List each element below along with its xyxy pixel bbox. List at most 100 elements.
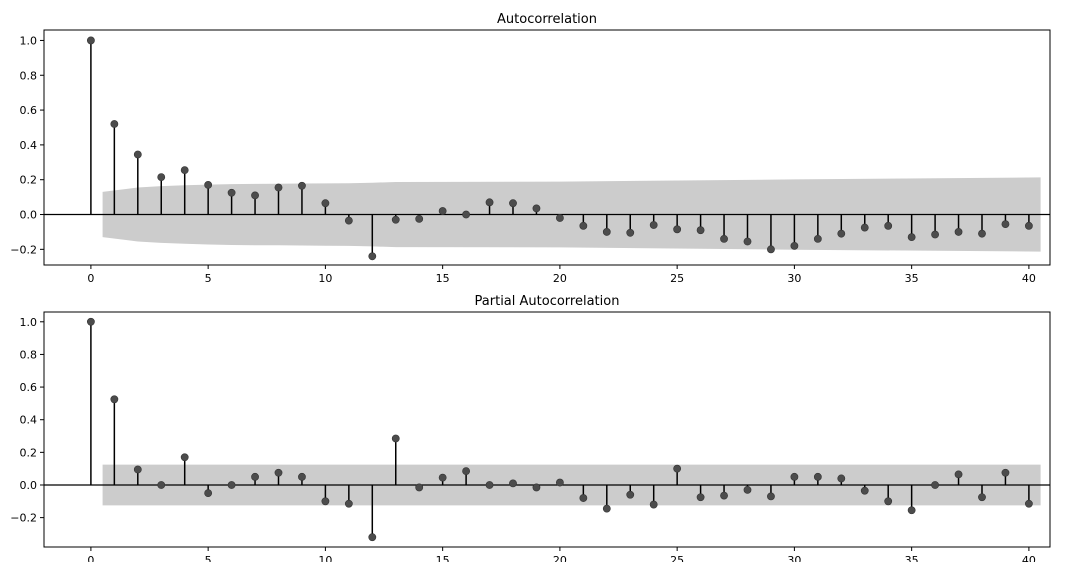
marker-lag-8 — [274, 468, 283, 477]
y-tick-label: 0.0 — [20, 209, 38, 222]
marker-lag-32 — [837, 474, 846, 483]
marker-lag-9 — [298, 472, 306, 481]
y-tick-label: 0.8 — [20, 69, 38, 82]
y-tick-label: 1.0 — [20, 34, 38, 47]
marker-lag-38 — [978, 229, 986, 238]
marker-lag-26 — [696, 226, 705, 235]
marker-lag-4 — [180, 453, 189, 462]
marker-lag-35 — [907, 506, 916, 515]
y-tick-label: 0.0 — [20, 479, 38, 492]
marker-lag-17 — [485, 481, 494, 489]
chart-title: Partial Autocorrelation — [475, 294, 620, 309]
marker-lag-11 — [344, 499, 353, 508]
marker-lag-18 — [509, 199, 517, 208]
marker-lag-23 — [626, 490, 635, 499]
marker-lag-39 — [1001, 220, 1010, 228]
x-tick-label: 35 — [905, 272, 919, 285]
marker-lag-21 — [579, 221, 588, 230]
x-tick-label: 5 — [205, 554, 212, 562]
x-tick-label: 15 — [436, 272, 450, 285]
marker-lag-26 — [696, 493, 705, 502]
marker-lag-11 — [344, 216, 353, 225]
marker-lag-20 — [555, 214, 564, 222]
x-tick-label: 10 — [318, 554, 332, 562]
marker-lag-18 — [509, 479, 517, 488]
y-tick-label: 0.2 — [20, 174, 38, 187]
marker-lag-25 — [673, 464, 682, 473]
y-tick-label: 0.8 — [20, 348, 38, 361]
marker-lag-25 — [673, 225, 682, 234]
marker-lag-24 — [649, 221, 658, 229]
marker-lag-10 — [321, 199, 330, 208]
y-tick-label: 0.6 — [20, 381, 38, 394]
marker-lag-10 — [321, 497, 330, 506]
marker-lag-27 — [720, 491, 728, 500]
y-tick-label: 0.4 — [20, 414, 38, 427]
marker-lag-7 — [251, 472, 259, 481]
marker-lag-2 — [133, 465, 142, 474]
marker-lag-1 — [110, 120, 119, 128]
marker-lag-3 — [157, 173, 166, 181]
marker-lag-37 — [954, 470, 963, 479]
y-tick-label: 0.6 — [20, 104, 38, 117]
marker-lag-22 — [602, 228, 611, 236]
marker-lag-13 — [391, 215, 400, 224]
marker-lag-14 — [415, 214, 424, 223]
marker-lag-12 — [368, 252, 377, 261]
y-tick-label: 0.2 — [20, 446, 38, 459]
marker-lag-16 — [462, 467, 470, 476]
partial-autocorrelation-panel: 0 5 10 15 20 25 30 35 40 −0.2 0.0 0.2 0.4 0.6 0.8 1.0 Pa… — [10, 294, 1051, 562]
x-tick-label: 5 — [205, 272, 212, 285]
marker-lag-27 — [720, 234, 728, 243]
marker-lag-30 — [790, 241, 799, 250]
x-tick-label: 0 — [87, 272, 94, 285]
chart-title: Autocorrelation — [497, 12, 597, 27]
x-tick-label: 25 — [670, 272, 684, 285]
marker-lag-2 — [133, 150, 142, 159]
marker-lag-15 — [438, 207, 447, 215]
marker-lag-12 — [368, 533, 377, 542]
marker-lag-13 — [391, 434, 400, 443]
marker-lag-28 — [743, 237, 752, 246]
axes-frame — [43, 311, 1051, 548]
x-tick-label: 10 — [318, 272, 332, 285]
marker-lag-31 — [813, 234, 822, 243]
x-tick-label: 40 — [1022, 554, 1036, 562]
x-tick-label: 30 — [787, 554, 801, 562]
y-tick-label: 0.4 — [20, 139, 38, 152]
marker-lag-39 — [1001, 468, 1010, 477]
marker-lag-7 — [251, 191, 259, 200]
x-tick-label: 20 — [553, 272, 567, 285]
marker-lag-31 — [813, 472, 822, 481]
marker-lag-24 — [649, 500, 658, 509]
marker-lag-0 — [86, 36, 95, 45]
marker-lag-17 — [485, 198, 494, 207]
axes-frame — [43, 29, 1051, 266]
marker-lag-40 — [1024, 499, 1033, 508]
marker-lag-19 — [532, 204, 541, 213]
marker-lag-0 — [86, 317, 95, 326]
marker-lag-36 — [931, 230, 939, 239]
marker-lag-30 — [790, 472, 799, 481]
marker-lag-29 — [767, 492, 775, 501]
x-tick-label: 30 — [787, 272, 801, 285]
marker-lag-33 — [860, 223, 869, 232]
marker-lag-23 — [626, 228, 635, 237]
marker-lag-34 — [884, 497, 893, 506]
marker-lag-9 — [298, 181, 306, 190]
marker-lag-1 — [110, 395, 119, 404]
marker-lag-6 — [227, 481, 236, 489]
marker-lag-20 — [555, 478, 564, 487]
marker-lag-34 — [884, 221, 893, 230]
marker-lag-15 — [438, 473, 447, 482]
autocorrelation-panel: 0 5 10 15 20 25 30 35 40 −0.2 0.0 0.2 0.4 0.6 0.8 1.0 Au… — [10, 12, 1051, 285]
y-tick-label: 1.0 — [20, 316, 38, 329]
marker-lag-6 — [227, 188, 236, 197]
marker-lag-5 — [204, 181, 213, 189]
marker-lag-38 — [978, 493, 986, 502]
marker-lag-3 — [157, 481, 166, 489]
marker-lag-32 — [837, 229, 846, 238]
marker-lag-16 — [462, 210, 470, 219]
marker-lag-40 — [1024, 221, 1033, 230]
